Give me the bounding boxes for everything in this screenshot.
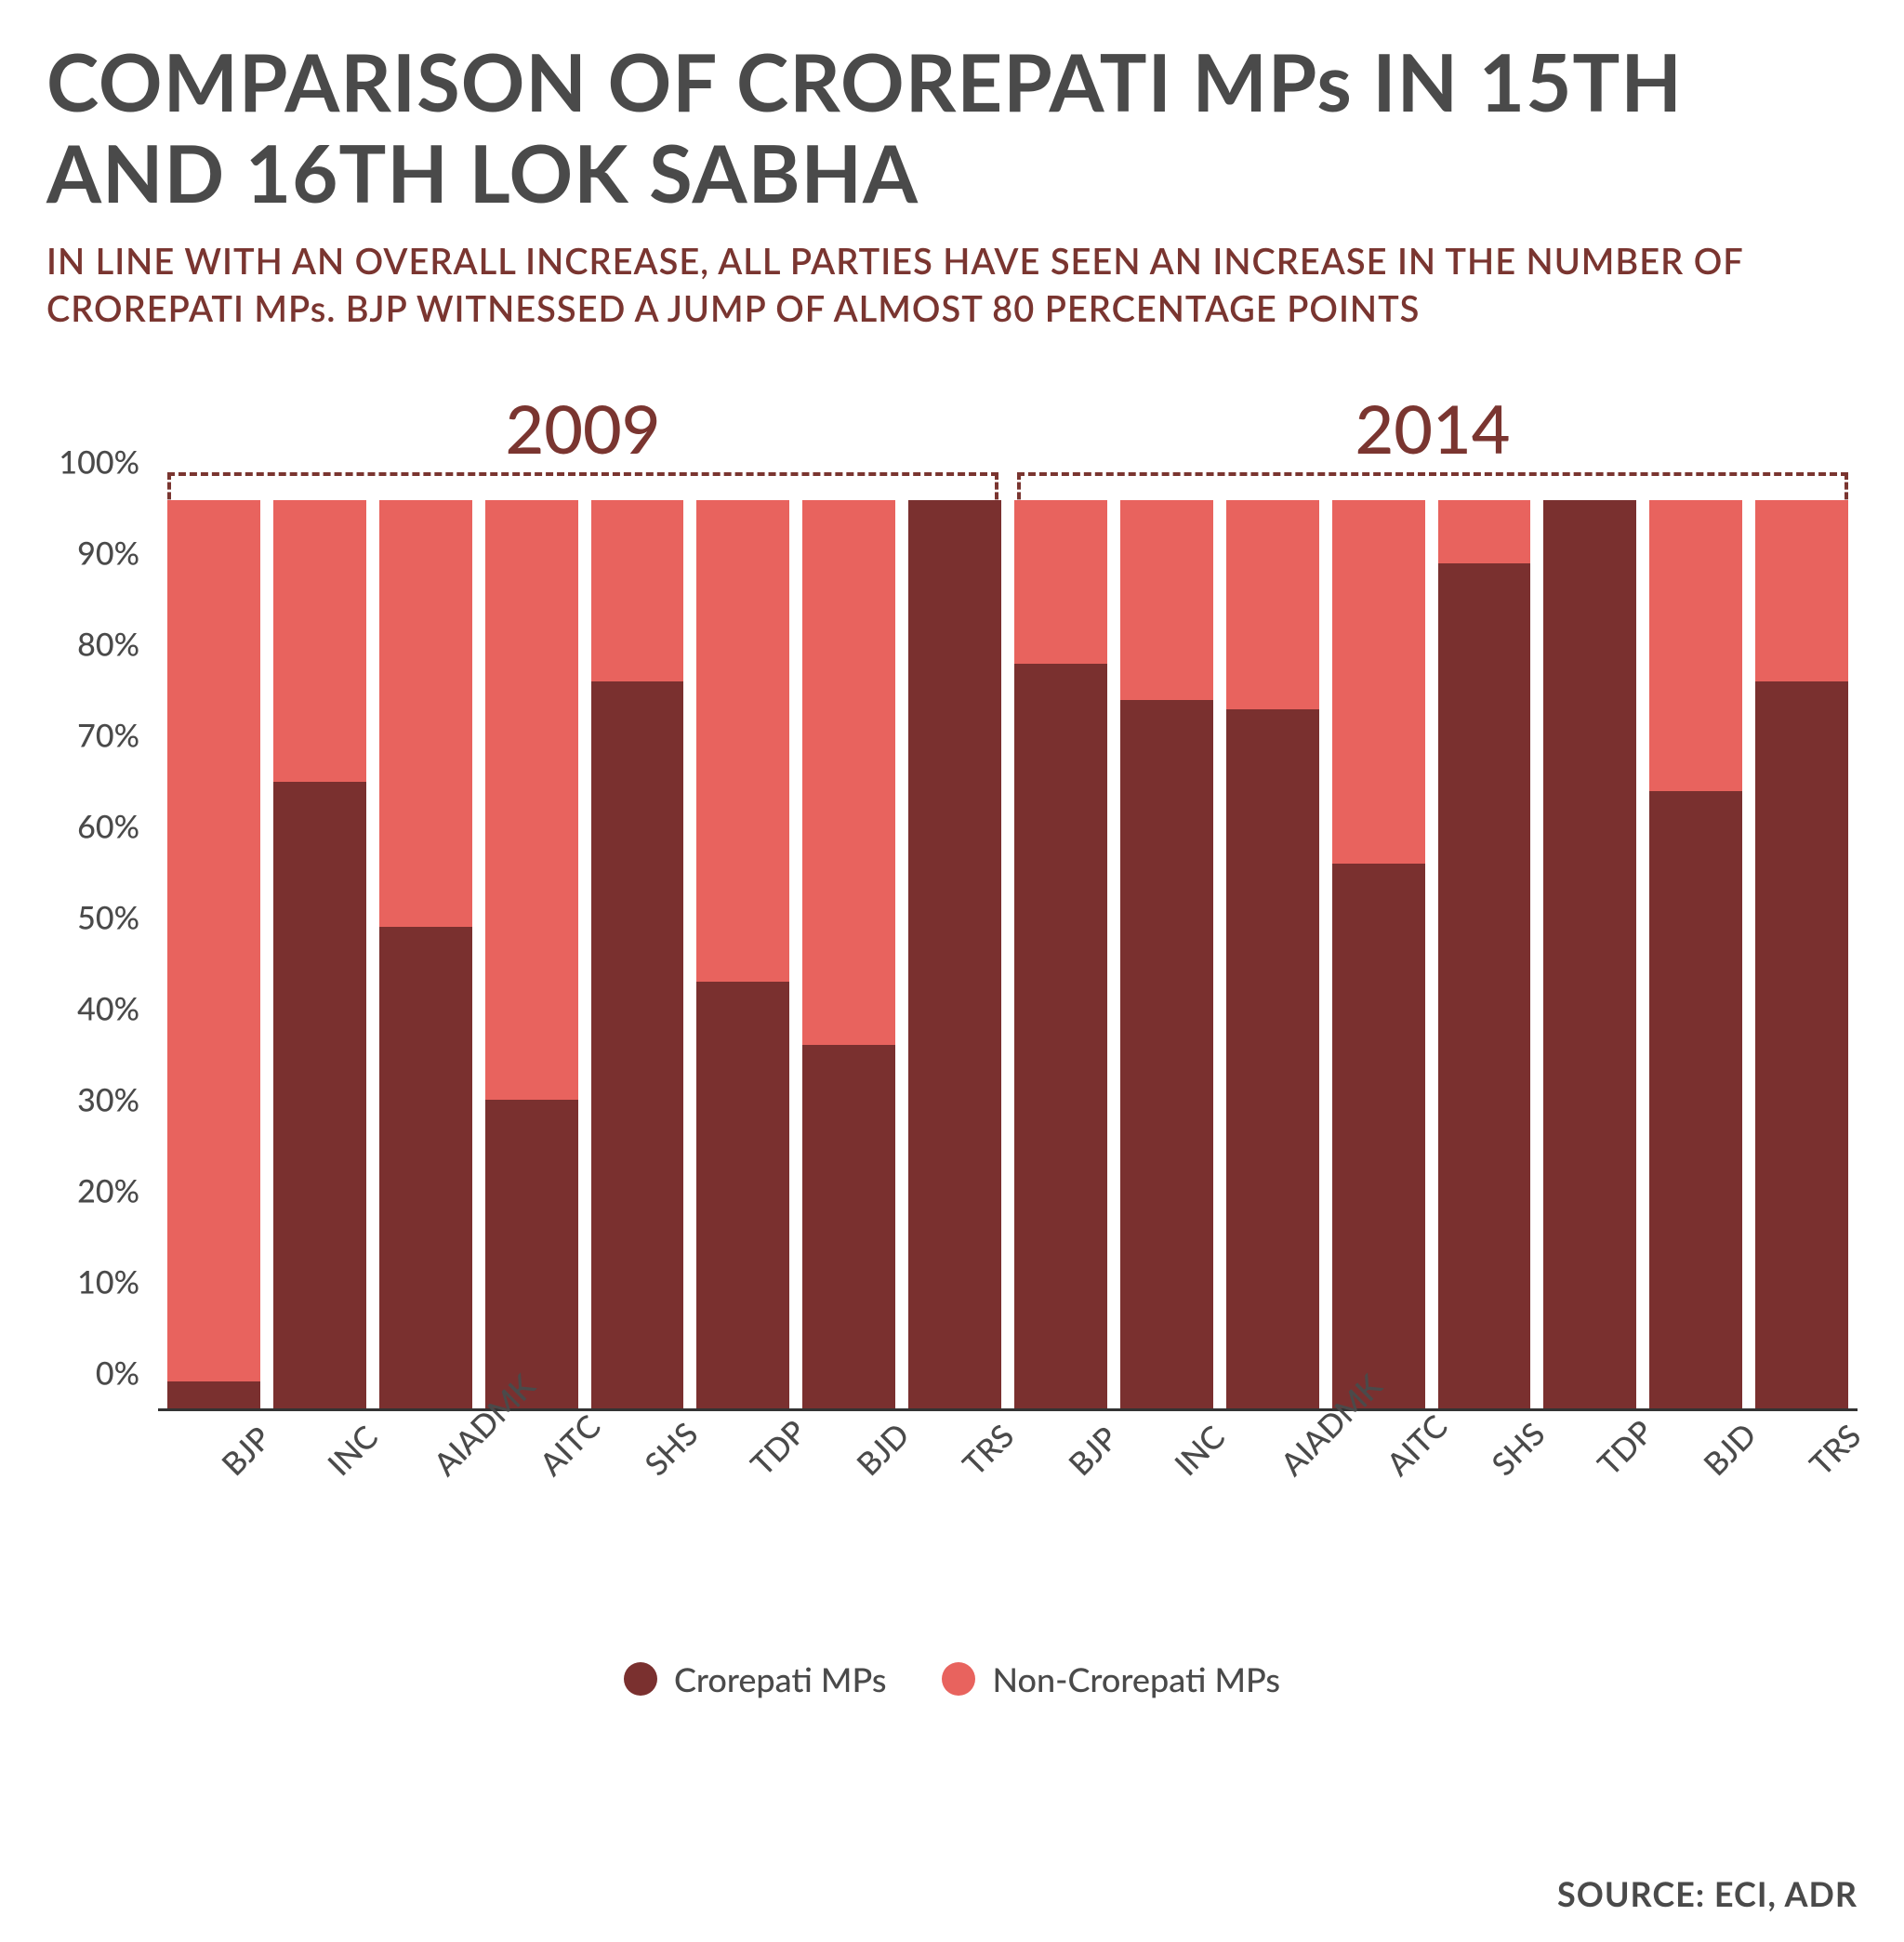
y-tick: 20% [77,1172,139,1210]
segment-noncrorepati [696,500,789,982]
segment-noncrorepati [1226,500,1319,709]
x-tick: BJP [167,1411,260,1569]
x-tick: TDP [696,1411,789,1569]
segment-crorepati [167,1381,260,1408]
segment-noncrorepati [1120,500,1213,700]
x-tick: AIADMK [1226,1411,1319,1569]
segment-noncrorepati [273,500,366,782]
bar-TDP-2014 [1543,482,1636,1408]
y-tick: 70% [77,717,139,755]
x-tick: TDP [1543,1411,1636,1569]
chart-container: 2009 2014 0% 10% 20% 30% 40% 50% 60% 70% 80% 90% 1… [46,389,1858,1644]
bar-TRS-2009 [908,482,1001,1408]
y-tick: 100% [59,443,139,482]
segment-crorepati [1755,681,1848,1408]
y-tick: 60% [77,808,139,846]
x-tick: TRS [1755,1411,1848,1569]
group-label-text: 2009 [505,389,660,469]
bar-BJP-2014 [1014,482,1107,1408]
segment-crorepati [802,1045,895,1408]
segment-noncrorepati [1014,500,1107,664]
x-tick: INC [273,1411,366,1569]
segment-crorepati [485,1100,578,1408]
legend-label: Non-Crorepati MPs [992,1658,1280,1699]
bar-AIADMK-2009 [379,482,472,1408]
segment-crorepati [379,927,472,1408]
bar-INC-2014 [1120,482,1213,1408]
bar-TDP-2009 [696,482,789,1408]
bar-SHS-2014 [1438,482,1531,1408]
segment-noncrorepati [802,500,895,1045]
legend-swatch [624,1662,657,1696]
x-tick: AITC [485,1411,578,1569]
segment-crorepati [696,982,789,1408]
chart-title: COMPARISON OF CROREPATI MPs IN 15TH AND … [46,37,1858,219]
segment-noncrorepati [1755,500,1848,681]
group-label-text: 2014 [1355,389,1510,469]
segment-crorepati [1120,700,1213,1408]
source-attribution: SOURCE: ECI, ADR [1557,1873,1858,1914]
bar-BJP-2009 [167,482,260,1408]
bar-TRS-2014 [1755,482,1848,1408]
segment-crorepati [1226,709,1319,1408]
x-tick: SHS [591,1411,684,1569]
segment-noncrorepati [167,500,260,1381]
segment-crorepati [273,782,366,1408]
x-tick: INC [1120,1411,1213,1569]
segment-crorepati [1649,791,1742,1408]
y-tick: 40% [77,990,139,1028]
y-tick: 90% [77,535,139,573]
segment-crorepati [1438,563,1531,1408]
plot-area [158,482,1858,1411]
segment-crorepati [1543,500,1636,1408]
segment-crorepati [591,681,684,1408]
segment-noncrorepati [485,500,578,1100]
bar-AITC-2014 [1332,482,1425,1408]
bar-BJD-2014 [1649,482,1742,1408]
legend-label: Crorepati MPs [674,1658,887,1699]
chart-subtitle: IN LINE WITH AN OVERALL INCREASE, ALL PA… [46,238,1858,334]
legend-swatch [942,1662,975,1696]
segment-noncrorepati [1649,500,1742,791]
x-tick: BJP [1014,1411,1107,1569]
x-tick: BJD [802,1411,895,1569]
segment-noncrorepati [379,500,472,927]
y-tick: 0% [96,1354,139,1393]
bar-INC-2009 [273,482,366,1408]
segment-crorepati [1332,864,1425,1408]
segment-noncrorepati [1438,500,1531,563]
x-tick: BJD [1649,1411,1742,1569]
x-tick: SHS [1438,1411,1531,1569]
legend-item-crorepati: Crorepati MPs [624,1658,887,1699]
bar-AITC-2009 [485,482,578,1408]
bar-SHS-2009 [591,482,684,1408]
x-tick: TRS [908,1411,1001,1569]
bars-container [158,482,1858,1408]
bar-AIADMK-2014 [1226,482,1319,1408]
segment-noncrorepati [1332,500,1425,864]
x-axis: BJPINCAIADMKAITCSHSTDPBJDTRSBJPINCAIADMK… [158,1411,1858,1569]
segment-noncrorepati [591,500,684,681]
y-tick: 80% [77,626,139,664]
segment-crorepati [1014,664,1107,1408]
segment-crorepati [908,500,1001,1408]
legend: Crorepati MPs Non-Crorepati MPs [46,1658,1858,1699]
legend-item-noncrorepati: Non-Crorepati MPs [942,1658,1280,1699]
y-tick: 50% [77,899,139,937]
y-tick: 10% [77,1263,139,1301]
x-tick: AITC [1332,1411,1425,1569]
x-tick: AIADMK [379,1411,472,1569]
bar-BJD-2009 [802,482,895,1408]
y-axis: 0%10%20%30%40%50%60%70%80%90%100% [46,482,149,1411]
y-tick: 30% [77,1081,139,1119]
